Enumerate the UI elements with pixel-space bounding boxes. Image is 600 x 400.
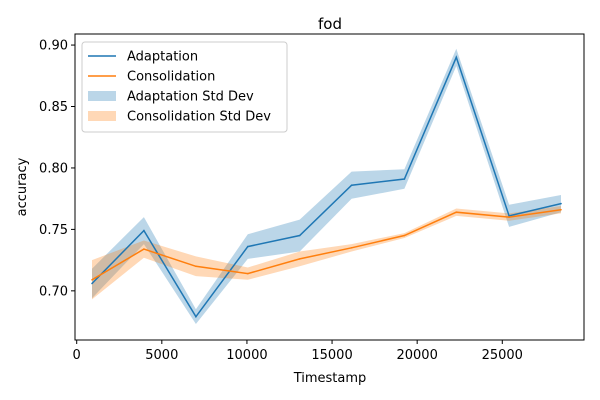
y-tick-label: 0.75 xyxy=(39,223,68,238)
x-tick-label: 15000 xyxy=(311,348,352,363)
data-point-consolidation xyxy=(455,211,458,213)
data-point-adaptation xyxy=(247,245,249,248)
plot-area-frame xyxy=(74,33,585,341)
y-tick-label: 0.85 xyxy=(39,100,68,115)
series-line-adaptation xyxy=(91,55,562,319)
x-axis-title: Timestamp xyxy=(293,371,367,386)
x-tick-label: 5000 xyxy=(145,348,178,363)
legend: Adaptation Consolidation Adaptation Std De… xyxy=(81,41,288,133)
data-point-consolidation xyxy=(91,279,93,281)
legend-label: Consolidation xyxy=(127,70,215,85)
legend-box xyxy=(81,41,288,133)
x-tick-label: 0 xyxy=(73,348,81,363)
data-point-consolidation xyxy=(195,265,197,268)
legend-label: Adaptation Std Dev xyxy=(127,90,254,105)
data-point-adaptation xyxy=(560,202,562,205)
y-axis: 0.70 0.75 0.80 0.85 0.90 xyxy=(39,39,75,299)
data-point-adaptation xyxy=(143,229,145,232)
data-point-adaptation xyxy=(350,184,353,186)
legend-swatch-band xyxy=(88,111,116,121)
x-tick-label: 10000 xyxy=(226,348,267,363)
legend-label: Consolidation Std Dev xyxy=(127,110,271,125)
x-axis: 0 5000 10000 15000 20000 25000 xyxy=(73,340,523,363)
x-tick-label: 25000 xyxy=(482,348,523,363)
data-point-consolidation xyxy=(247,272,249,275)
series-lines xyxy=(91,55,562,319)
data-point-consolidation xyxy=(508,216,510,218)
legend-swatch-band xyxy=(88,91,116,101)
data-point-consolidation xyxy=(143,248,145,250)
data-point-adaptation xyxy=(91,282,93,285)
y-axis-title: accuracy xyxy=(15,157,30,216)
data-point-consolidation xyxy=(403,234,406,237)
chart-title: fod xyxy=(318,15,342,33)
data-point-adaptation xyxy=(298,234,301,237)
data-point-adaptation xyxy=(455,56,458,59)
data-point-adaptation xyxy=(195,315,197,318)
series-line-consolidation xyxy=(91,208,562,281)
data-point-consolidation xyxy=(350,247,353,249)
data-point-adaptation xyxy=(403,178,406,180)
data-point-consolidation xyxy=(298,258,301,260)
y-tick-label: 0.80 xyxy=(39,161,68,176)
legend-label: Adaptation xyxy=(127,50,198,65)
x-tick-label: 20000 xyxy=(396,348,437,363)
y-tick-label: 0.70 xyxy=(39,284,68,299)
data-point-consolidation xyxy=(560,208,562,211)
y-tick-label: 0.90 xyxy=(39,39,68,54)
